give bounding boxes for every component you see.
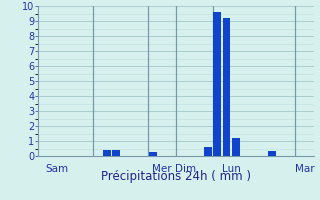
- Bar: [268, 151, 276, 156]
- Bar: [149, 152, 157, 156]
- X-axis label: Précipitations 24h ( mm ): Précipitations 24h ( mm ): [101, 170, 251, 183]
- Text: Sam: Sam: [45, 164, 68, 174]
- Text: Mar: Mar: [295, 164, 314, 174]
- Text: Mer: Mer: [152, 164, 172, 174]
- Bar: [222, 18, 230, 156]
- Bar: [112, 150, 120, 156]
- Bar: [213, 12, 221, 156]
- Bar: [232, 138, 240, 156]
- Text: Dim: Dim: [175, 164, 196, 174]
- Bar: [103, 150, 111, 156]
- Text: Lun: Lun: [222, 164, 240, 174]
- Bar: [204, 147, 212, 156]
